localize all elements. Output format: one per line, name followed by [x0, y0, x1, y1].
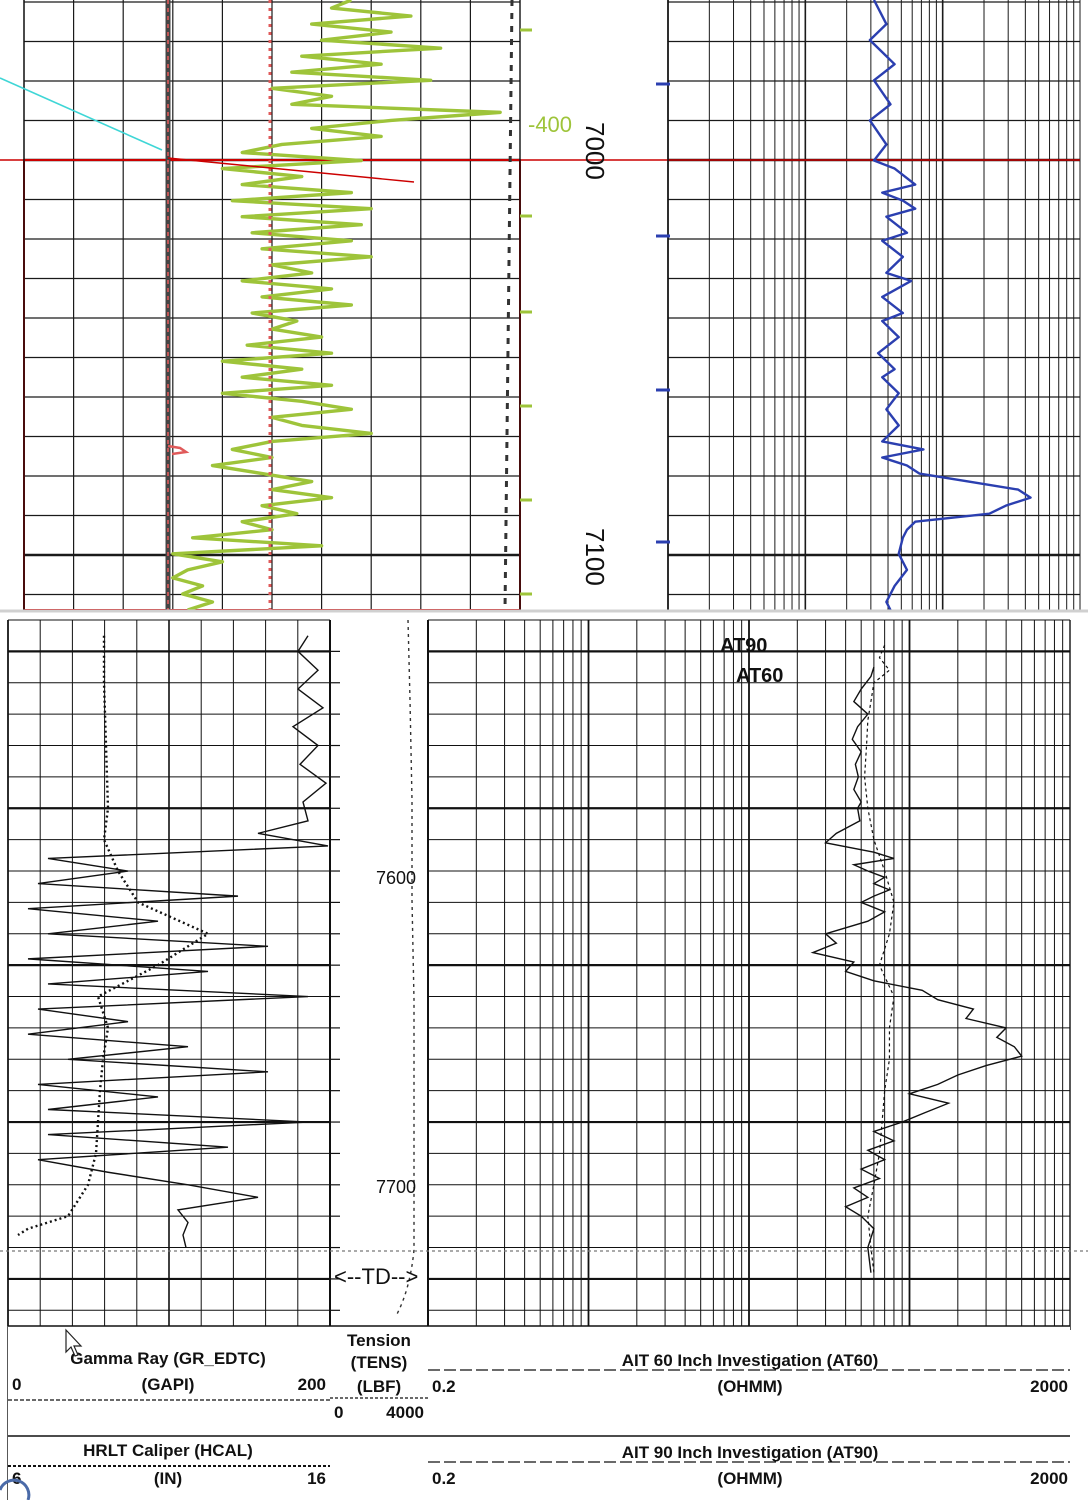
gr-title: Gamma Ray (GR_EDTC)	[70, 1349, 266, 1368]
tension-scale-min: 0	[334, 1403, 343, 1422]
tension-trace[interactable]	[395, 619, 415, 1317]
correlation-line[interactable]	[0, 77, 163, 151]
depth-label-7700: 7700	[376, 1177, 416, 1197]
at90-unit: (OHMM)	[717, 1469, 782, 1488]
mouse-cursor-icon	[65, 1328, 83, 1357]
upper-log-panel: -400 7000 7100	[0, 0, 1088, 613]
depth-track-ticks	[656, 82, 670, 544]
lower-log-panel: AT90 AT60 7600 7700 <--TD--> Gamma Ray (…	[0, 619, 1088, 1500]
gamma-ray-curve[interactable]	[171, 0, 502, 612]
at60-title: AIT 60 Inch Investigation (AT60)	[622, 1351, 879, 1370]
hcal-scale-min: 6	[12, 1469, 21, 1488]
gr-unit: (GAPI)	[142, 1375, 195, 1394]
annotation-label: -400	[528, 112, 572, 137]
at90-scale-min: 0.2	[432, 1469, 456, 1488]
at60-unit: (OHMM)	[717, 1377, 782, 1396]
tension-title: Tension	[347, 1331, 411, 1350]
tie-line[interactable]	[167, 157, 415, 183]
curve-label-at60: AT60	[736, 665, 783, 687]
depth-label-7000: 7000	[580, 122, 610, 180]
depth-label-7600: 7600	[376, 868, 416, 888]
spinner-icon	[0, 1478, 31, 1500]
resistivity-curve[interactable]	[868, 0, 1032, 611]
at90-scale-max: 2000	[1030, 1469, 1068, 1488]
lower-depth-ticks	[330, 650, 340, 1311]
depth-label-7100: 7100	[580, 528, 610, 586]
gamma-ray-trace[interactable]	[27, 635, 329, 1248]
caliper-trace[interactable]	[17, 635, 211, 1237]
tension-unit: (LBF)	[357, 1377, 401, 1396]
at90-title: AIT 90 Inch Investigation (AT90)	[622, 1443, 879, 1462]
at60-trace[interactable]	[810, 666, 1023, 1273]
upper-grid	[23, 0, 1081, 610]
at90-trace[interactable]	[863, 644, 895, 1273]
td-marker: <--TD-->	[334, 1264, 418, 1289]
spike-marker	[167, 444, 190, 456]
at60-scale-min: 0.2	[432, 1377, 456, 1396]
tension-sub: (TENS)	[351, 1353, 408, 1372]
hcal-unit: (IN)	[154, 1469, 182, 1488]
gr-scale-max: 200	[298, 1375, 326, 1394]
tension-scale-max: 4000	[386, 1403, 424, 1422]
at60-scale-max: 2000	[1030, 1377, 1068, 1396]
hcal-scale-max: 16	[307, 1469, 326, 1488]
hcal-title: HRLT Caliper (HCAL)	[83, 1441, 253, 1460]
gr-scale-min: 0	[12, 1375, 21, 1394]
tension-curve[interactable]	[503, 0, 514, 611]
log-header: Gamma Ray (GR_EDTC) (GAPI) 0 200 Tension…	[8, 1325, 1070, 1500]
depth-track-ticks-green	[520, 28, 532, 596]
curve-label-at90: AT90	[720, 635, 767, 657]
lower-grid	[7, 619, 1071, 1326]
